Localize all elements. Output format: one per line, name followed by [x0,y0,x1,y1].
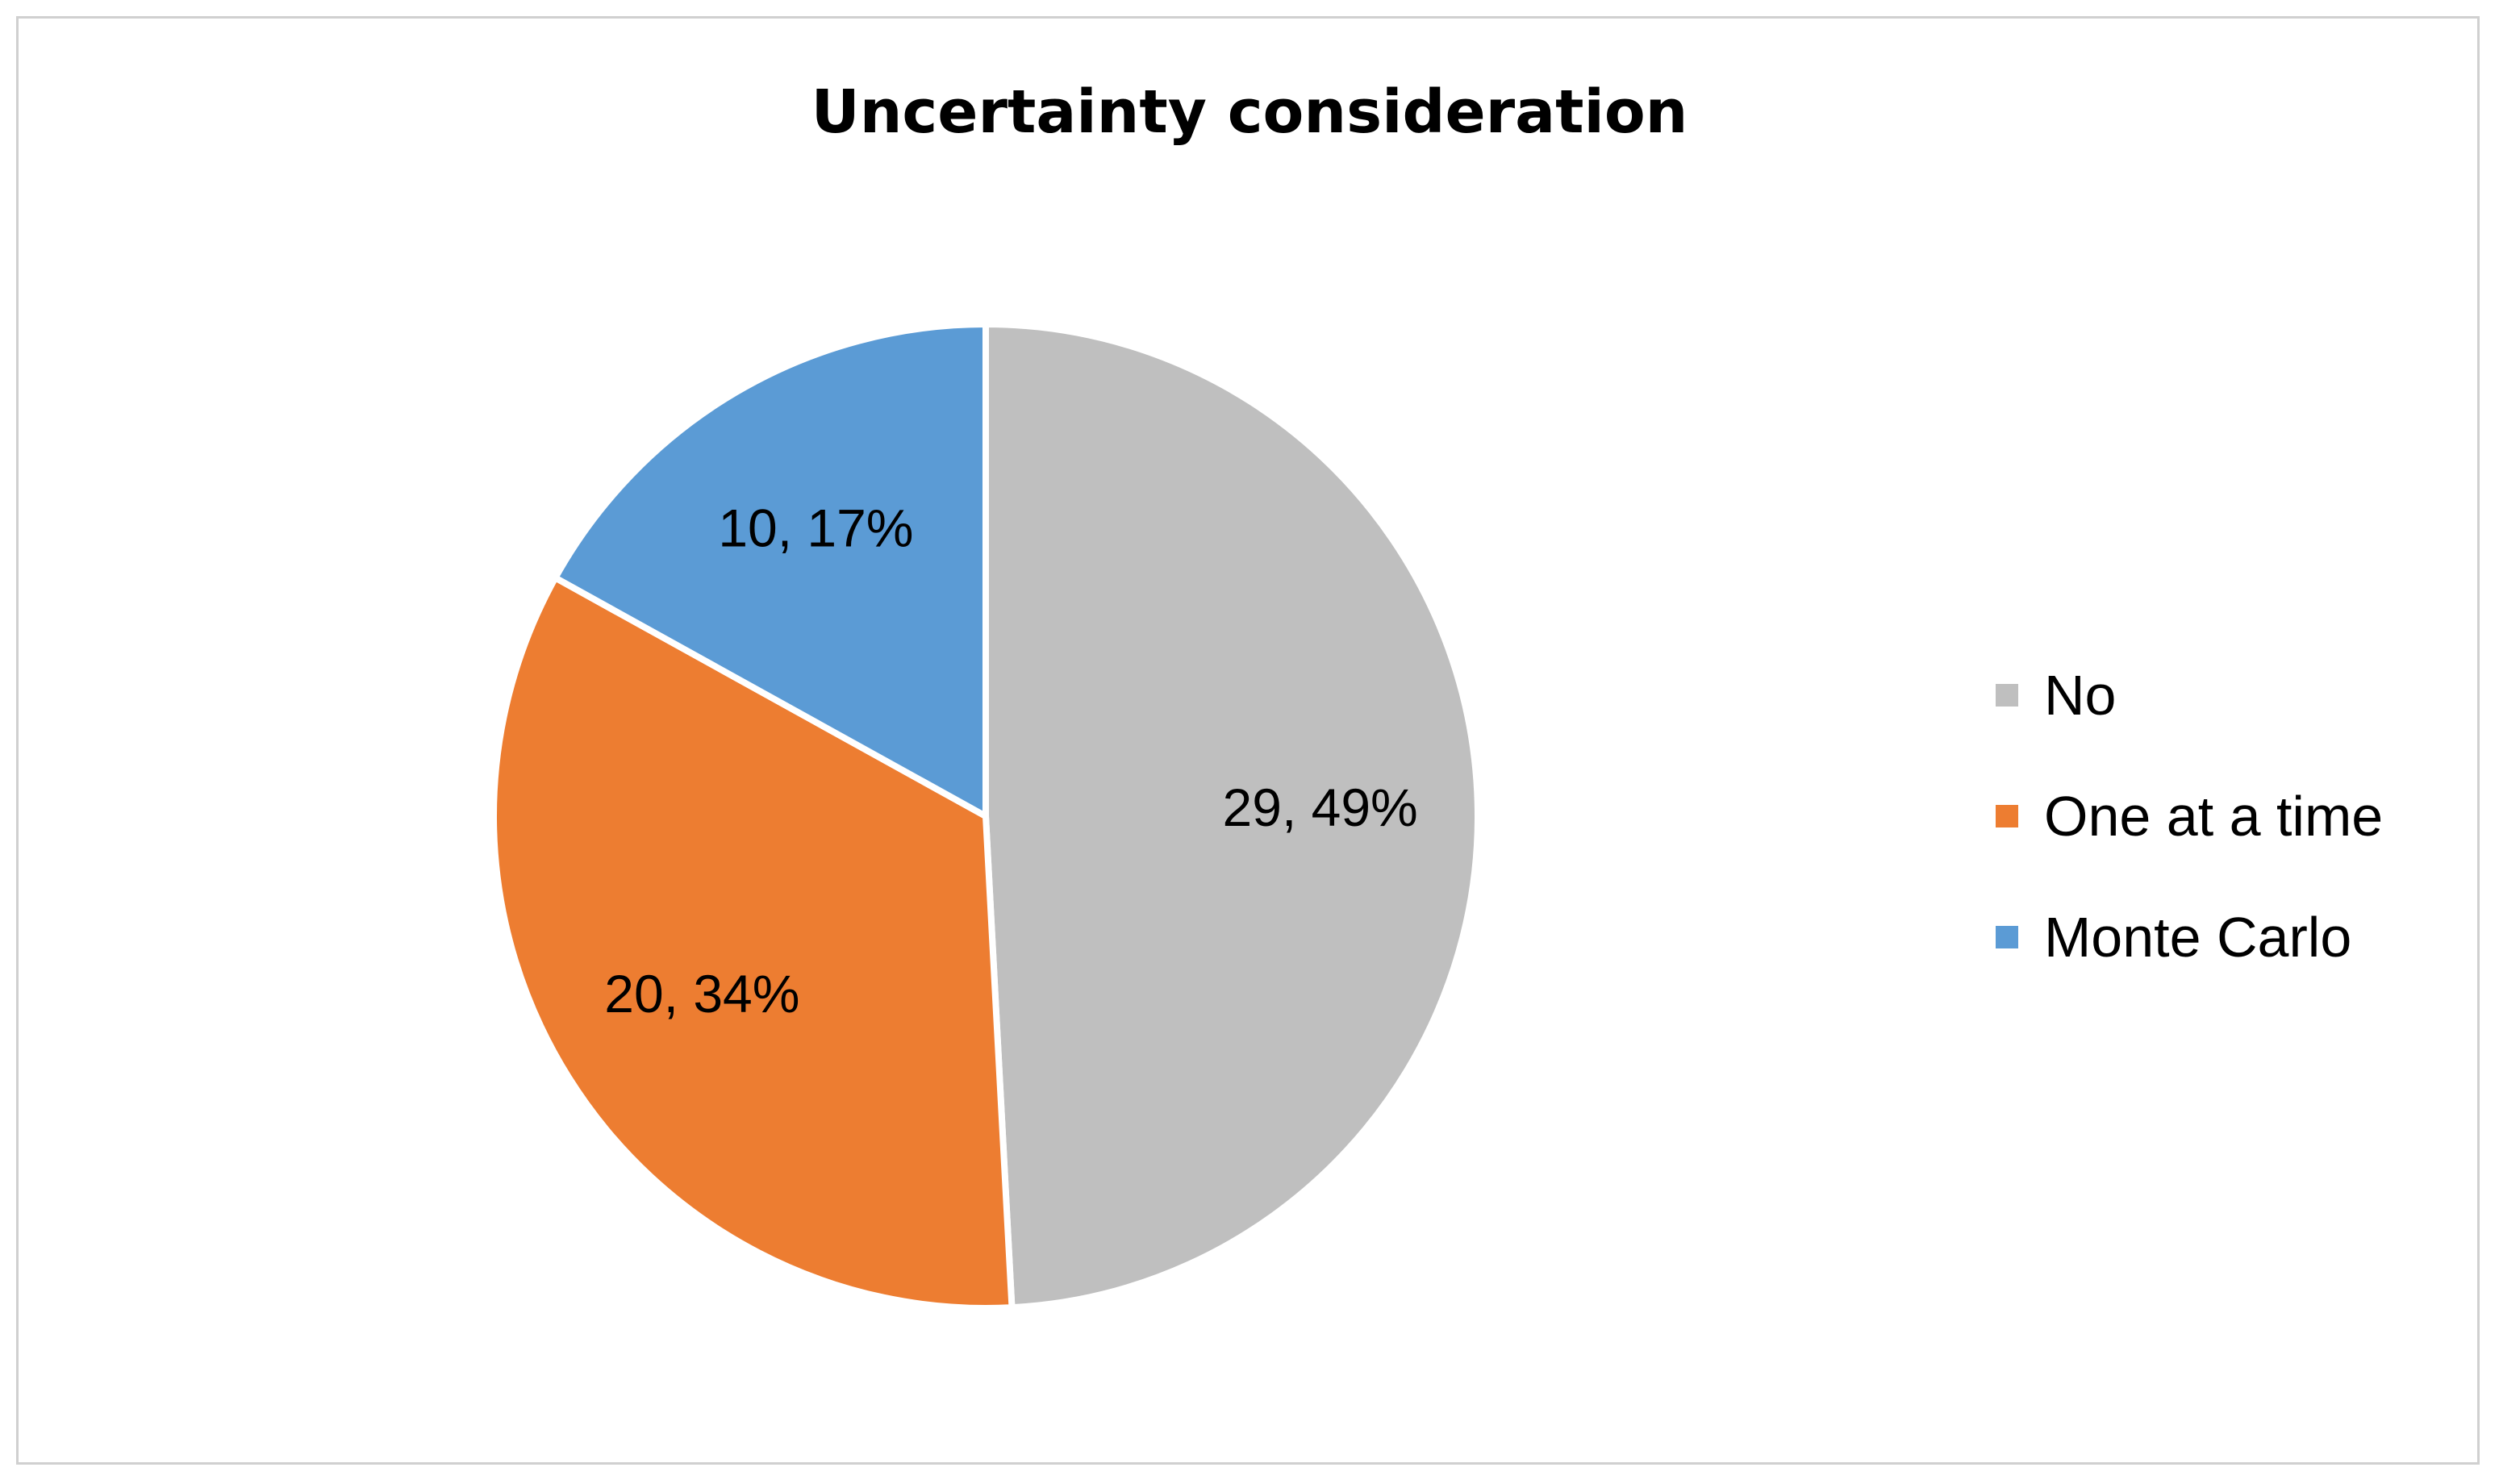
legend-swatch-no [1996,684,2018,707]
chart-title: Uncertainty consideration [811,77,1688,147]
data-label-no: 29, 49% [1223,777,1418,837]
legend-label-monte-carlo: Monte Carlo [2044,906,2351,969]
data-label-monte-carlo: 10, 17% [718,498,913,558]
legend-label-no: No [2044,664,2116,727]
legend-swatch-monte-carlo [1996,926,2018,948]
pie-slice-monte-carlo [552,321,989,819]
pie-slice-no [982,321,1482,1311]
pie-data-labels: 29, 49% 20, 34% 10, 17% [604,498,1417,1023]
data-label-one-at-a-time: 20, 34% [604,964,799,1023]
legend-swatch-one-at-a-time [1996,805,2018,827]
legend-label-one-at-a-time: One at a time [2044,785,2383,848]
legend: No One at a time Monte Carlo [1996,664,2383,969]
pie-slices [490,321,1482,1311]
